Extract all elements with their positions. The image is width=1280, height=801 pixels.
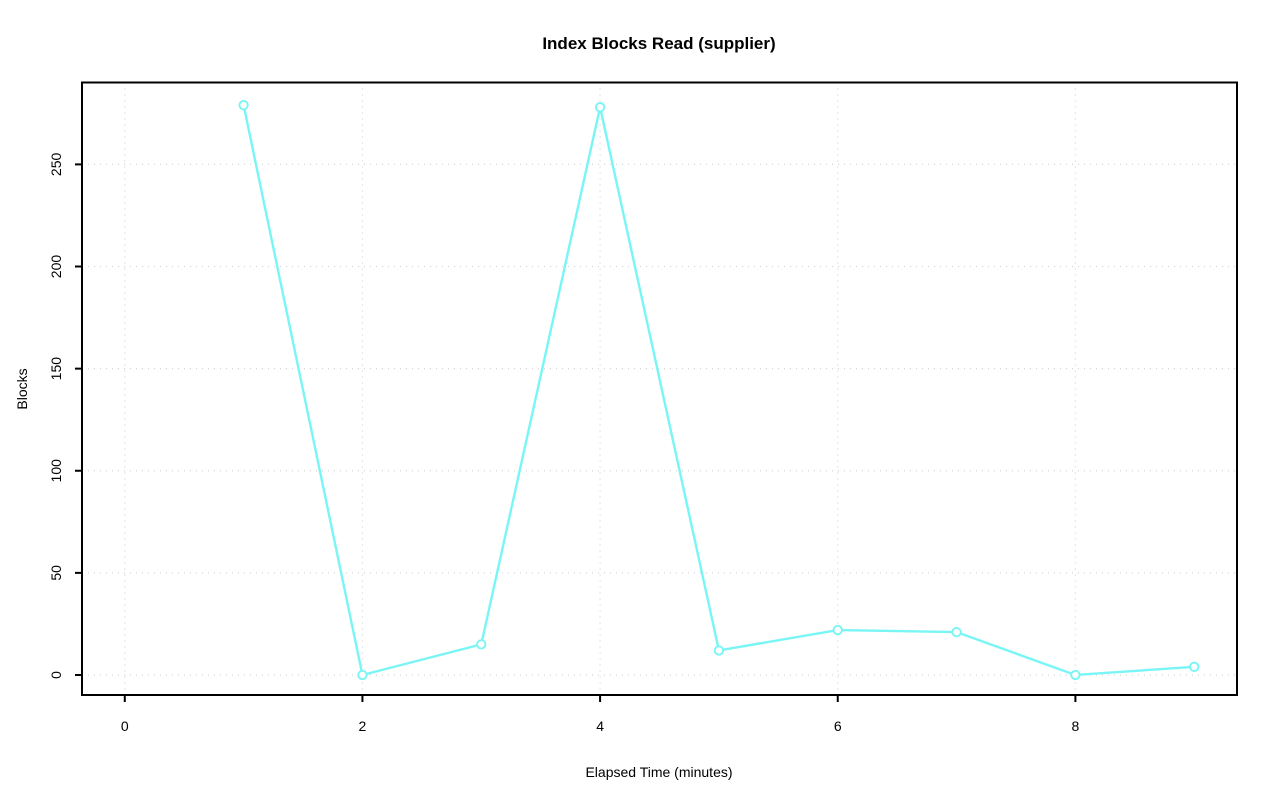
y-tick-label: 100 — [48, 459, 64, 483]
x-tick-label: 6 — [834, 718, 842, 734]
data-point-marker — [951, 626, 962, 638]
y-tick-label: 50 — [48, 565, 64, 581]
data-point-marker — [713, 645, 725, 656]
data-series — [238, 100, 1200, 681]
series-line — [242, 103, 1196, 677]
chart-title: Index Blocks Read (supplier) — [542, 34, 775, 53]
y-tick-label: 250 — [48, 153, 64, 177]
data-point-marker — [1070, 669, 1081, 681]
plot-box — [81, 81, 1238, 696]
x-tick-label: 4 — [596, 718, 604, 734]
data-point-marker — [594, 102, 606, 113]
axis-tick-labels: 0 2 4 6 8 0 50 100 150 200 250 — [48, 153, 1079, 734]
x-tick-label: 0 — [121, 718, 129, 734]
y-tick-label: 200 — [48, 255, 64, 279]
axis-ticks — [75, 163, 1077, 702]
x-axis-label: Elapsed Time (minutes) — [585, 764, 732, 780]
y-axis-label: Blocks — [14, 368, 30, 409]
y-tick-label: 0 — [48, 671, 64, 679]
x-tick-label: 8 — [1071, 718, 1079, 734]
x-tick-label: 2 — [359, 718, 367, 734]
data-point-marker — [476, 639, 487, 650]
plot-border — [81, 81, 1238, 696]
gridlines — [82, 82, 1237, 695]
data-point-marker — [1189, 661, 1200, 672]
y-tick-label: 150 — [48, 357, 64, 381]
data-point-marker — [832, 624, 843, 636]
data-point-marker — [357, 669, 368, 681]
data-point-marker — [238, 100, 249, 111]
